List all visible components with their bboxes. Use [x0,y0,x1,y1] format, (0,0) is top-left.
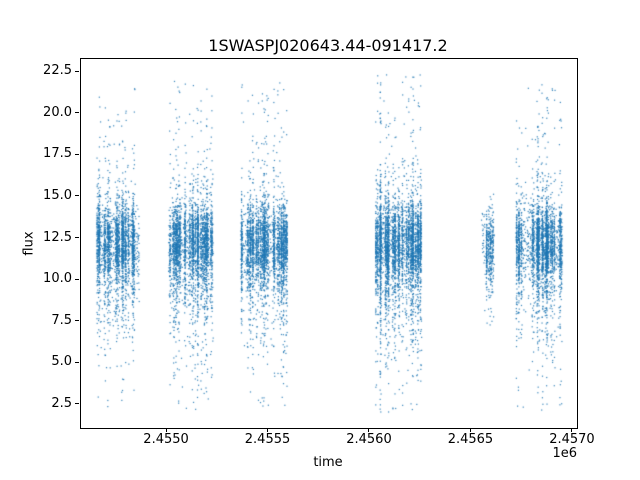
x-tick-label: 2.4565 [447,432,494,447]
y-tick-mark [75,278,79,280]
x-tick-mark [368,428,370,432]
y-tick-mark [75,361,79,363]
x-tick-mark [165,428,167,432]
x-tick-label: 2.4555 [244,432,291,447]
y-tick-mark [75,70,79,72]
y-tick-mark [75,403,79,405]
x-tick-mark [571,428,573,432]
y-tick-label: 5.0 [51,354,72,370]
scatter-canvas [81,59,577,428]
x-tick-label: 2.4560 [346,432,392,447]
y-tick-label: 17.5 [43,146,72,162]
plot-area [80,58,578,429]
y-tick-label: 22.5 [43,63,72,79]
x-tick-mark [469,428,471,432]
y-tick-label: 7.5 [51,312,72,328]
y-tick-label: 10.0 [43,271,72,287]
x-axis-label: time [313,455,343,470]
y-tick-mark [75,320,79,322]
y-tick-label: 2.5 [51,395,72,411]
y-tick-label: 12.5 [43,229,72,245]
y-tick-mark [75,237,79,238]
y-tick-mark [75,112,79,114]
x-tick-label: 2.4570 [549,432,595,447]
x-tick-mark [267,428,269,432]
y-tick-mark [75,195,79,197]
y-tick-mark [75,153,79,155]
y-tick-label: 15.0 [43,187,72,203]
chart-title: 1SWASPJ020643.44-091417.2 [208,36,448,55]
x-tick-label: 2.4550 [143,432,189,447]
y-tick-label: 20.0 [43,104,72,120]
x-axis-offset-text: 1e6 [552,446,577,461]
